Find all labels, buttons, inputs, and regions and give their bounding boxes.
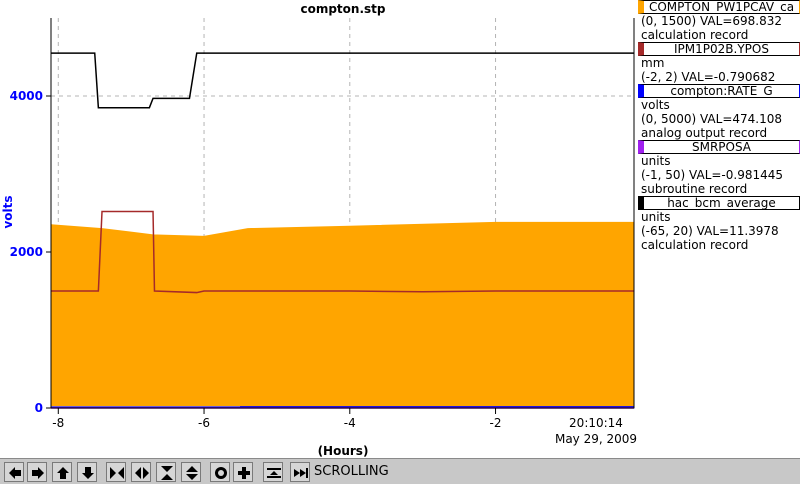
y-tick-label: 4000: [10, 89, 43, 103]
zoom-box-button[interactable]: [210, 462, 230, 482]
time-label: 20:10:14: [569, 416, 623, 430]
x-tick-label: -8: [52, 416, 64, 430]
zoom-out-x-button[interactable]: [131, 462, 151, 482]
legend-item: SMRPOSA units (-1, 50) VAL=-0.981445 subrou…: [638, 140, 800, 196]
plot-series: [50, 52, 635, 409]
y-tick-label: 0: [35, 401, 43, 415]
legend-units: volts: [641, 98, 670, 112]
arrow-right-icon: [32, 467, 44, 479]
pan-up-button[interactable]: [52, 462, 72, 482]
legend-item: hac_bcm_average units (-65, 20) VAL=11.397…: [638, 196, 800, 252]
arrow-left-icon: [9, 467, 21, 479]
legend: COMPTON_PW1PCAV_ca (0, 1500) VAL=698.832 c…: [638, 0, 800, 252]
plot-axes: 0 2000 4000 -8 -6 -4 -2: [10, 18, 635, 430]
legend-units: mm: [641, 56, 665, 70]
plus-icon: [238, 467, 250, 479]
auto-scale-icon: [267, 468, 281, 478]
legend-range: (-65, 20) VAL=11.3978: [641, 224, 779, 238]
legend-range: (0, 5000) VAL=474.108: [641, 112, 782, 126]
x-tick-label: -4: [344, 416, 356, 430]
pan-down-button[interactable]: [77, 462, 97, 482]
legend-units: units: [641, 154, 671, 168]
legend-rtype: subroutine record: [641, 182, 748, 196]
y-axis-label: volts: [1, 195, 15, 228]
auto-scale-button[interactable]: [263, 462, 283, 482]
x-tick-label: -6: [198, 416, 210, 430]
scroll-end-icon: [294, 468, 308, 478]
series-line-hac_bcm_average: [51, 52, 634, 109]
y-tick-label: 2000: [10, 245, 43, 259]
legend-range: (-1, 50) VAL=-0.981445: [641, 168, 784, 182]
legend-pv-name[interactable]: IPM1P02B.YPOS: [638, 42, 800, 56]
series-line-IPM1P02B.YPOS: [51, 210, 634, 294]
series-band-COMPTON_PW1PCAV_ca: [50, 221, 635, 407]
legend-range: (-2, 2) VAL=-0.790682: [641, 70, 776, 84]
legend-range: (0, 1500) VAL=698.832: [641, 14, 782, 28]
zoom-in-button[interactable]: [233, 462, 253, 482]
legend-item: IPM1P02B.YPOS mm (-2, 2) VAL=-0.790682: [638, 42, 800, 84]
arrow-down-icon: [82, 467, 94, 479]
zoom-in-x-button[interactable]: [106, 462, 126, 482]
scroll-to-now-button[interactable]: [290, 462, 310, 482]
zoom-box-icon: [215, 467, 227, 479]
legend-pv-name[interactable]: SMRPOSA: [638, 140, 800, 154]
legend-pv-name[interactable]: compton:RATE_G: [638, 84, 800, 98]
legend-pv-name[interactable]: COMPTON_PW1PCAV_ca: [638, 0, 800, 14]
legend-rtype: calculation record: [641, 28, 749, 42]
zoom-out-y-button[interactable]: [181, 462, 201, 482]
legend-item: compton:RATE_G volts (0, 5000) VAL=474.108…: [638, 84, 800, 140]
pan-left-button[interactable]: [4, 462, 24, 482]
scroll-status: SCROLLING: [314, 464, 389, 479]
zoom-in-x-icon: [110, 467, 124, 479]
zoom-in-y-button[interactable]: [156, 462, 176, 482]
pan-right-button[interactable]: [27, 462, 47, 482]
zoom-out-x-icon: [135, 467, 149, 479]
x-axis-label: (Hours): [318, 444, 369, 458]
legend-pv-name[interactable]: hac_bcm_average: [638, 196, 800, 210]
legend-units: units: [641, 210, 671, 224]
zoom-out-y-icon: [186, 466, 198, 480]
legend-rtype: analog output record: [641, 126, 768, 140]
legend-rtype: calculation record: [641, 238, 749, 252]
date-label: May 29, 2009: [555, 432, 637, 446]
chart-title: compton.stp: [300, 2, 385, 16]
arrow-up-icon: [57, 467, 69, 479]
x-tick-label: -2: [490, 416, 502, 430]
zoom-in-y-icon: [161, 466, 173, 480]
legend-item: COMPTON_PW1PCAV_ca (0, 1500) VAL=698.832 c…: [638, 0, 800, 42]
toolbar: SCROLLING: [0, 458, 800, 484]
